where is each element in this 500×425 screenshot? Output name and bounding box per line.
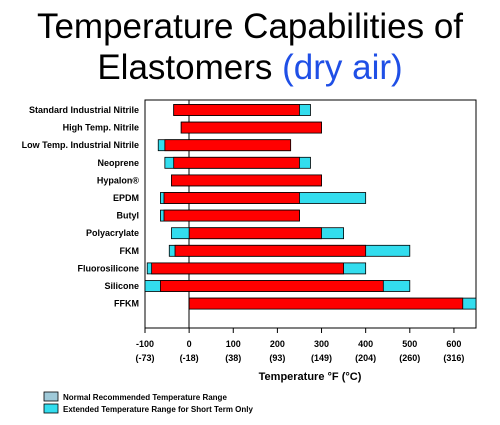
x-tick-label-f: 300	[314, 339, 329, 349]
x-tick-label-c: (38)	[225, 353, 241, 363]
bar-normal-ffkm	[188, 297, 464, 310]
title-line-1: Temperature Capabilities of	[36, 7, 464, 46]
title-line-2: Elastomers (dry air)	[0, 47, 500, 88]
legend-label-normal: Normal Recommended Temperature Range	[63, 393, 227, 402]
bar-normal-neoprene	[173, 156, 300, 169]
category-label-silicone: Silicone	[104, 281, 139, 291]
x-tick-label-f: 100	[226, 339, 241, 349]
bar-normal-silicone	[160, 280, 384, 292]
category-label-ffkm: FFKM	[114, 299, 139, 309]
bar-normal-low-temp-industrial-nitrile	[164, 139, 292, 152]
category-label-hypalon: Hypalon®	[97, 175, 140, 185]
x-tick-label-c: (204)	[355, 353, 376, 363]
category-label-high-temp-nitrile: High Temp. Nitrile	[63, 123, 139, 133]
x-tick-label-c: (149)	[311, 353, 332, 363]
category-label-fkm: FKM	[120, 246, 140, 256]
category-label-standard-industrial-nitrile: Standard Industrial Nitrile	[29, 105, 139, 115]
x-tick-label-f: 0	[187, 339, 192, 349]
x-tick-label-c: (316)	[443, 353, 464, 363]
x-tick-label-c: (260)	[399, 353, 420, 363]
category-label-epdm: EPDM	[113, 193, 139, 203]
legend-swatch-extended	[43, 403, 59, 414]
bar-normal-hypalon	[171, 174, 322, 187]
bar-normal-high-temp-nitrile	[180, 121, 322, 134]
bars-group	[144, 104, 477, 310]
title-line-2-main: Elastomers	[97, 48, 283, 87]
bar-normal-standard-industrial-nitrile	[173, 104, 300, 116]
category-label-fluorosilicone: Fluorosilicone	[77, 263, 139, 273]
x-tick-label-f: 400	[358, 339, 373, 349]
x-tick-label-c: (93)	[269, 353, 285, 363]
x-tick-label-f: 600	[446, 339, 461, 349]
bar-normal-epdm	[163, 192, 300, 204]
x-tick-label-f: 200	[270, 339, 285, 349]
title-accent: (dry air)	[282, 48, 403, 87]
bar-normal-fluorosilicone	[151, 262, 344, 275]
category-label-butyl: Butyl	[117, 211, 140, 221]
x-tick-label-c: (-18)	[180, 353, 199, 363]
slide-title: Temperature Capabilities of Elastomers (…	[0, 6, 500, 88]
legend-swatch-normal	[43, 391, 59, 402]
category-label-low-temp-industrial-nitrile: Low Temp. Industrial Nitrile	[22, 140, 139, 150]
bar-normal-butyl	[163, 209, 300, 222]
x-tick-label-f: 500	[402, 339, 417, 349]
legend-label-extended: Extended Temperature Range for Short Ter…	[63, 405, 254, 414]
plot-area-frame	[144, 99, 477, 329]
bar-normal-polyacrylate	[188, 227, 322, 240]
bar-normal-fkm	[174, 244, 367, 257]
category-label-neoprene: Neoprene	[97, 158, 139, 168]
x-axis-ticks: -100 (-73) 0 (-18) 100 (38) 200 (93) 300 (149) 400…	[135, 328, 464, 363]
x-axis-title: Temperature °F (°C)	[259, 371, 362, 383]
category-labels: Standard Industrial Nitrile High Temp. Ni…	[22, 105, 140, 309]
x-tick-label-f: -100	[136, 339, 154, 349]
legend: Normal Recommended Temperature Range Ext…	[43, 391, 254, 414]
x-tick-label-c: (-73)	[135, 353, 154, 363]
category-label-polyacrylate: Polyacrylate	[86, 228, 139, 238]
